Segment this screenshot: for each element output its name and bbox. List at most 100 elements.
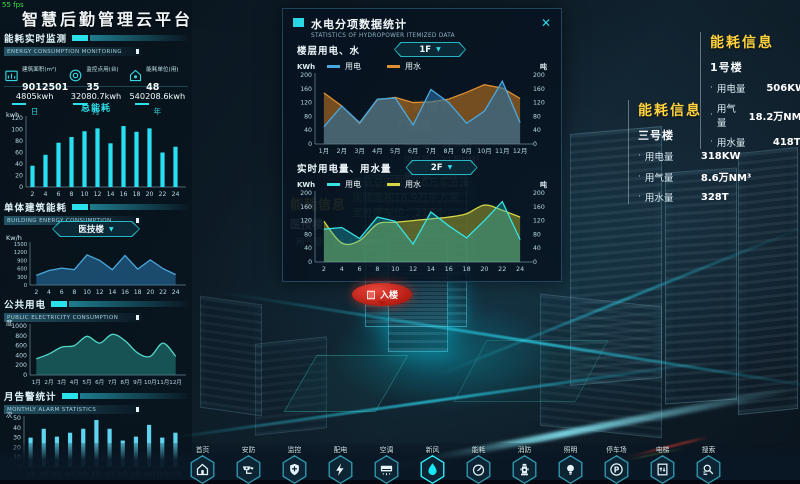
svg-text:5月: 5月 xyxy=(390,147,400,155)
enter-building-button[interactable]: 入楼 xyxy=(352,283,412,307)
nav-item-security[interactable]: 安防 xyxy=(232,444,265,484)
chart-unit-label: 次 xyxy=(6,411,13,419)
svg-text:8月: 8月 xyxy=(120,379,129,386)
bullet-dot: · xyxy=(710,83,713,93)
svg-text:5月: 5月 xyxy=(82,379,91,386)
svg-text:4月: 4月 xyxy=(70,379,79,386)
nav-label: 首页 xyxy=(195,446,210,454)
svg-text:0: 0 xyxy=(533,141,537,148)
modal-section1-label: 楼层用电、水 xyxy=(297,45,361,57)
svg-text:80: 80 xyxy=(533,113,541,120)
svg-text:2: 2 xyxy=(34,289,38,296)
water-legend-swatch xyxy=(387,65,400,68)
energy-unit-icon xyxy=(130,69,142,81)
svg-text:1500: 1500 xyxy=(14,242,27,248)
energy-info-panel-building1: 能耗信息 1号楼 · 用电量 506KW · 用气量 18.2万NM³ · 用水… xyxy=(700,32,800,149)
svg-text:200: 200 xyxy=(300,72,312,79)
svg-text:8: 8 xyxy=(72,289,76,296)
chart-unit-label: 度 xyxy=(6,319,13,327)
right-axis-unit: 吨 xyxy=(540,62,547,71)
nav-item-lighting[interactable]: 照明 xyxy=(554,444,587,484)
nav-item-fresh-air[interactable]: 新风 xyxy=(416,444,449,484)
row-value: 318KW xyxy=(700,150,741,162)
hexagon-frame xyxy=(420,455,445,484)
right-axis-unit: 吨 xyxy=(540,180,547,189)
svg-text:22: 22 xyxy=(498,265,506,273)
fps-counter: 55 fps xyxy=(2,1,24,9)
svg-text:12月: 12月 xyxy=(513,147,528,155)
building-base-glow xyxy=(330,300,560,410)
svg-text:6月: 6月 xyxy=(408,147,418,155)
nav-item-power[interactable]: 配电 xyxy=(324,444,357,484)
svg-text:11月: 11月 xyxy=(495,147,510,155)
nav-item-hvac[interactable]: 空调 xyxy=(370,444,403,484)
floor-selector-dropdown-1f[interactable]: 1F ▼ xyxy=(394,42,467,57)
row-label: 用水量 xyxy=(716,138,746,149)
nav-item-home[interactable]: 首页 xyxy=(186,444,219,484)
close-icon[interactable]: ✕ xyxy=(540,16,551,30)
section-title: 单体建筑能耗 xyxy=(4,203,68,214)
nav-label: 照明 xyxy=(563,446,578,454)
svg-text:80: 80 xyxy=(304,113,312,120)
total-value: 540208.6kwh xyxy=(129,91,186,101)
energy-total: 32080.7kwh 月 xyxy=(65,91,126,117)
energy-total: 540208.6kwh 年 xyxy=(127,91,188,117)
building-selector-dropdown[interactable]: 医技楼 ▼ xyxy=(52,221,140,237)
svg-text:7月: 7月 xyxy=(426,147,436,155)
energy-info-row: · 用气量 18.2万NM³ xyxy=(710,101,800,129)
left-axis-unit: KWh xyxy=(297,180,316,189)
bullet-dot: · xyxy=(638,192,641,202)
svg-text:10: 10 xyxy=(81,191,89,198)
floor-power-water-chart: 0 0 40 40 80 80 120 120 160 160 200 200 1月 2月 3月 4月 5月 6月… xyxy=(300,72,545,155)
svg-text:14: 14 xyxy=(107,191,115,198)
building-wireframe xyxy=(200,295,262,417)
water-legend-label: 用水 xyxy=(405,62,421,71)
svg-text:7月: 7月 xyxy=(108,379,117,386)
power-legend-swatch xyxy=(327,65,340,68)
floor-selector-dropdown-2f[interactable]: 2F ▼ xyxy=(405,160,478,175)
lighting-icon xyxy=(567,464,574,475)
row-value: 8.6万NM³ xyxy=(700,173,752,184)
svg-text:400: 400 xyxy=(15,352,27,359)
total-period-label: 日 xyxy=(30,107,39,116)
home-icon xyxy=(196,463,209,476)
nav-item-search[interactable]: 搜索 xyxy=(692,444,725,484)
nav-label: 安防 xyxy=(241,446,256,454)
svg-text:6: 6 xyxy=(60,289,64,296)
hvac-icon xyxy=(380,465,393,476)
nav-item-parking[interactable]: 停车场 P xyxy=(600,444,633,484)
svg-text:8: 8 xyxy=(70,191,74,198)
nav-item-energy[interactable]: 能耗 xyxy=(462,444,495,484)
svg-text:10月: 10月 xyxy=(144,379,157,386)
nav-item-monitoring[interactable]: 监控 xyxy=(278,444,311,484)
bottom-navigation-bar: 首页 安防 监控 配电 空调 新风 能耗 消防 照明 停车场 P 电梯 搜索 xyxy=(0,443,800,484)
total-value: 4805kwh xyxy=(15,91,54,101)
chevron-down-icon: ▼ xyxy=(447,164,453,171)
svg-text:0: 0 xyxy=(24,283,27,289)
svg-text:800: 800 xyxy=(15,333,27,340)
section-public-power: 公共用电 PUBLIC ELECTRICITY CONSUMPTION xyxy=(4,297,188,322)
svg-text:40: 40 xyxy=(15,161,23,168)
power-icon xyxy=(336,463,344,476)
svg-text:22: 22 xyxy=(159,289,167,296)
svg-text:120: 120 xyxy=(300,218,312,225)
nav-item-elevator[interactable]: 电梯 xyxy=(646,444,679,484)
hexagon-frame xyxy=(696,455,721,484)
top-bar xyxy=(0,0,300,30)
svg-text:16: 16 xyxy=(121,289,129,296)
energy-info-row: · 用气量 8.6万NM³ xyxy=(638,169,778,185)
row-value: 506KW xyxy=(766,82,800,94)
stat-label: 能耗单位(用) xyxy=(146,67,179,73)
page-title: 智慧后勤管理云平台 xyxy=(22,10,194,29)
section-title: 公共用电 xyxy=(4,300,47,311)
hexagon-frame xyxy=(466,455,491,484)
svg-text:40: 40 xyxy=(13,425,21,432)
svg-text:100: 100 xyxy=(11,127,23,134)
row-label: 用电量 xyxy=(716,84,746,95)
svg-text:3月: 3月 xyxy=(354,147,364,155)
left-axis-unit: KWh xyxy=(297,62,316,71)
svg-text:1000: 1000 xyxy=(11,323,27,330)
nav-item-fire[interactable]: 消防 xyxy=(508,444,541,484)
svg-text:2月: 2月 xyxy=(337,147,347,155)
section-subtitle: PUBLIC ELECTRICITY CONSUMPTION xyxy=(7,314,119,321)
